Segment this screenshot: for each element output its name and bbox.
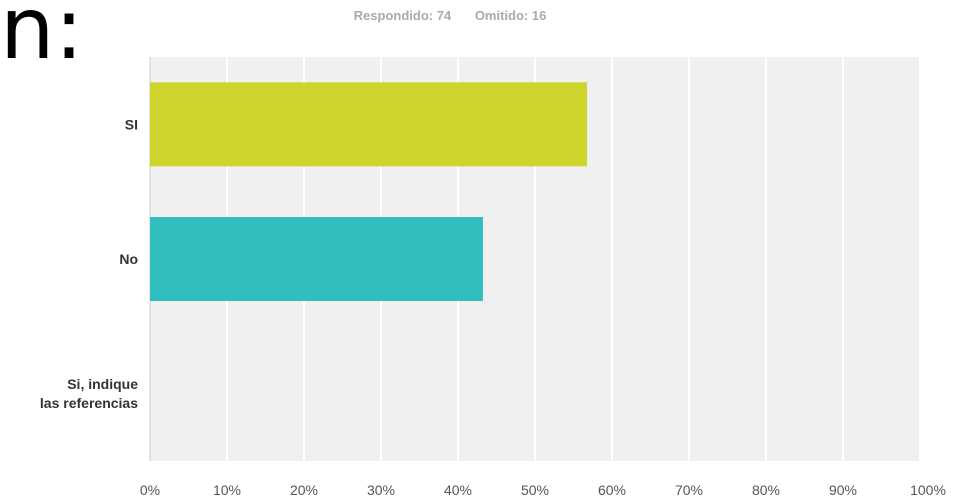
skipped-count: Omitido: 16 — [474, 8, 547, 23]
x-tick-label-8: 80% — [752, 482, 780, 498]
category-label-0: SI — [125, 116, 138, 132]
x-tick-label-10: 100% — [910, 482, 946, 498]
x-tick-label-5: 50% — [521, 482, 549, 498]
x-tick-labels: 0% 10% 20% 30% 40% 50% 60% 70% 80% 90% 100% — [140, 482, 946, 498]
x-tick-label-3: 30% — [367, 482, 395, 498]
bar-1 — [150, 217, 483, 301]
answered-count: Respondido: 74 — [353, 8, 452, 23]
cropped-heading-text: n: — [0, 0, 84, 79]
x-tick-label-9: 90% — [829, 482, 857, 498]
x-tick-label-0: 0% — [140, 482, 160, 498]
x-tick-label-1: 10% — [213, 482, 241, 498]
x-tick-label-6: 60% — [598, 482, 626, 498]
response-summary: Respondido: 74 Omitido: 16 — [0, 8, 900, 23]
category-labels: SI No Si, indique las referencias — [40, 116, 138, 411]
x-tick-label-2: 20% — [290, 482, 318, 498]
bars — [150, 82, 588, 301]
x-tick-label-7: 70% — [675, 482, 703, 498]
bar-0 — [150, 82, 588, 167]
x-tick-label-4: 40% — [444, 482, 472, 498]
category-label-2: Si, indique las referencias — [40, 376, 138, 411]
category-label-1: No — [119, 251, 138, 267]
